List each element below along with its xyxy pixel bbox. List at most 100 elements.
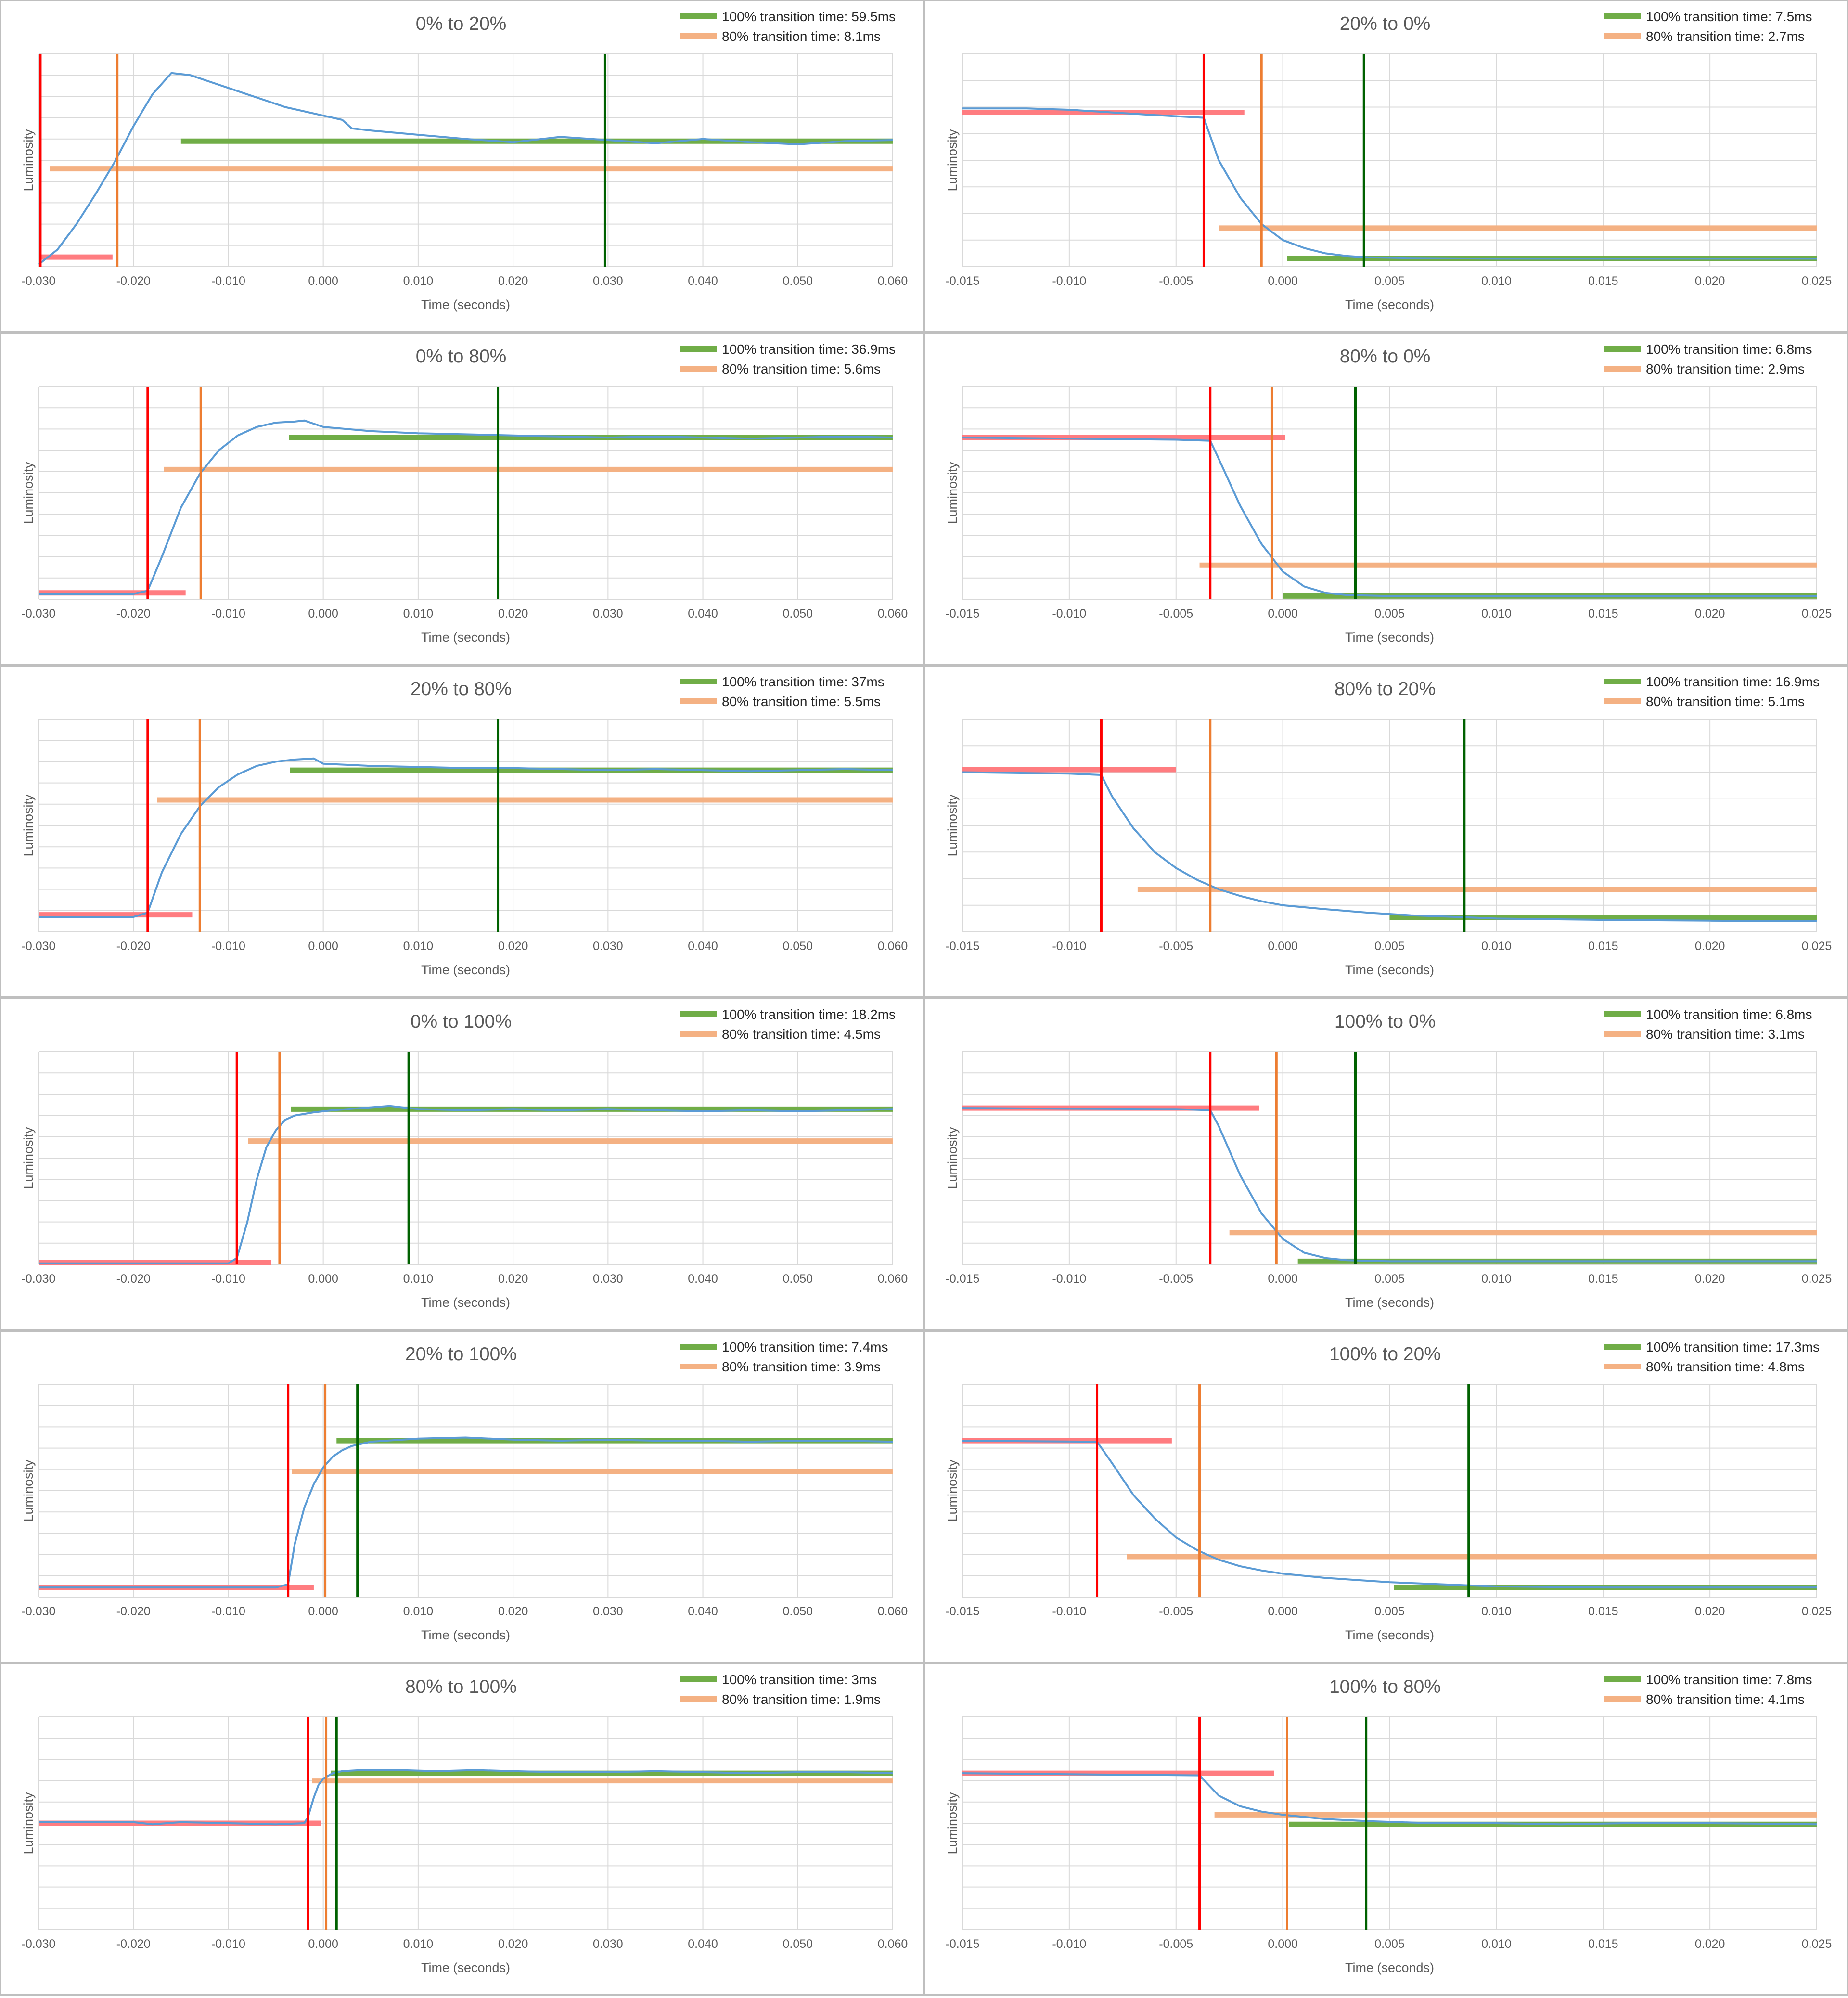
x-tick-label: -0.010 <box>1052 274 1086 288</box>
chart-svg: -0.015 -0.010 -0.005 0.000 0.005 0.010 0.015 0.… <box>924 998 1848 1330</box>
y-axis-label: Luminosity <box>21 1127 36 1189</box>
x-tick-label: 0.020 <box>1695 607 1725 620</box>
chart-panel: -0.030 -0.020 -0.010 0.000 0.010 0.020 0.030 0.… <box>0 0 924 333</box>
x-tick-label: 0.020 <box>498 1605 528 1618</box>
legend-label-100: 100% transition time: 7.4ms <box>722 1340 888 1354</box>
legend-label-80: 80% transition time: 8.1ms <box>722 29 881 44</box>
x-tick-label: -0.020 <box>116 1937 151 1951</box>
x-tick-label: 0.015 <box>1588 274 1618 288</box>
x-tick-label: -0.015 <box>946 1272 980 1286</box>
chart-panel: -0.030 -0.020 -0.010 0.000 0.010 0.020 0.030 0.… <box>0 1663 924 1996</box>
x-tick-label: -0.005 <box>1159 274 1193 288</box>
x-tick-label: 0.005 <box>1374 607 1405 620</box>
chart-panel: -0.030 -0.020 -0.010 0.000 0.010 0.020 0.030 0.… <box>0 998 924 1330</box>
x-tick-label: 0.010 <box>1481 1272 1512 1286</box>
panel-border <box>0 1663 924 1996</box>
x-axis-label: Time (seconds) <box>1345 1295 1434 1310</box>
x-tick-label: 0.040 <box>688 274 718 288</box>
y-axis-label: Luminosity <box>945 1792 960 1855</box>
x-tick-label: -0.015 <box>946 607 980 620</box>
x-tick-label: 0.000 <box>308 1605 338 1618</box>
x-tick-label: 0.030 <box>593 607 623 620</box>
chart-panel: -0.015 -0.010 -0.005 0.000 0.005 0.010 0.015 0.… <box>924 333 1848 665</box>
x-tick-label: 0.010 <box>403 1937 434 1951</box>
x-tick-label: -0.030 <box>22 274 56 288</box>
chart-svg: -0.015 -0.010 -0.005 0.000 0.005 0.010 0.015 0.… <box>924 665 1848 998</box>
x-tick-label: -0.005 <box>1159 1937 1193 1951</box>
x-tick-label: -0.010 <box>1052 1272 1086 1286</box>
x-tick-label: -0.030 <box>22 940 56 953</box>
x-tick-label: 0.025 <box>1802 1605 1832 1618</box>
luminosity-series-line <box>962 437 1817 597</box>
x-tick-label: 0.015 <box>1588 607 1618 620</box>
x-tick-label: -0.010 <box>211 607 245 620</box>
legend-label-100: 100% transition time: 3ms <box>722 1672 877 1687</box>
x-tick-label: 0.015 <box>1588 1272 1618 1286</box>
x-tick-label: -0.010 <box>211 1272 245 1286</box>
legend-label-80: 80% transition time: 3.9ms <box>722 1359 881 1374</box>
luminosity-series-line <box>38 72 893 266</box>
x-axis-label: Time (seconds) <box>421 630 510 645</box>
x-tick-label: -0.010 <box>211 1605 245 1618</box>
panel-border <box>924 1663 1848 1996</box>
x-tick-label: 0.010 <box>1481 1937 1512 1951</box>
legend-label-100: 100% transition time: 7.8ms <box>1646 1672 1812 1687</box>
chart-title: 0% to 80% <box>416 346 507 367</box>
chart-panel: -0.015 -0.010 -0.005 0.000 0.005 0.010 0.015 0.… <box>924 1663 1848 1996</box>
x-axis-label: Time (seconds) <box>1345 297 1434 312</box>
y-axis-label: Luminosity <box>21 1792 36 1855</box>
chart-title: 100% to 20% <box>1329 1344 1441 1365</box>
panel-border <box>0 333 924 665</box>
x-tick-label: 0.000 <box>1268 1272 1298 1286</box>
chart-svg: -0.030 -0.020 -0.010 0.000 0.010 0.020 0.030 0.… <box>0 333 924 665</box>
x-tick-label: -0.005 <box>1159 940 1193 953</box>
legend-label-100: 100% transition time: 36.9ms <box>722 342 896 357</box>
luminosity-series-line <box>38 1436 893 1589</box>
x-tick-label: 0.000 <box>1268 1605 1298 1618</box>
y-axis-label: Luminosity <box>21 129 36 192</box>
luminosity-series-line <box>962 1772 1817 1826</box>
x-tick-label: 0.060 <box>878 1605 908 1618</box>
x-tick-label: 0.020 <box>498 607 528 620</box>
x-tick-label: 0.010 <box>403 940 434 953</box>
x-tick-label: 0.020 <box>498 1272 528 1286</box>
legend-label-80: 80% transition time: 1.9ms <box>722 1692 881 1707</box>
x-tick-label: 0.000 <box>308 1937 338 1951</box>
panel-border <box>924 333 1848 665</box>
x-tick-label: 0.060 <box>878 274 908 288</box>
x-tick-label: -0.010 <box>211 274 245 288</box>
y-axis-label: Luminosity <box>21 462 36 524</box>
legend-label-80: 80% transition time: 4.5ms <box>722 1027 881 1042</box>
panel-border <box>924 0 1848 333</box>
x-tick-label: 0.000 <box>308 274 338 288</box>
x-tick-label: 0.000 <box>1268 274 1298 288</box>
x-axis-label: Time (seconds) <box>421 1628 510 1642</box>
x-tick-label: 0.010 <box>1481 1605 1512 1618</box>
chart-panel: -0.030 -0.020 -0.010 0.000 0.010 0.020 0.030 0.… <box>0 333 924 665</box>
x-tick-label: 0.025 <box>1802 940 1832 953</box>
x-tick-label: 0.040 <box>688 940 718 953</box>
x-tick-label: 0.005 <box>1374 940 1405 953</box>
x-tick-label: -0.005 <box>1159 1272 1193 1286</box>
x-tick-label: 0.010 <box>403 274 434 288</box>
y-axis-label: Luminosity <box>945 129 960 192</box>
x-tick-label: 0.025 <box>1802 1937 1832 1951</box>
legend-label-80: 80% transition time: 4.8ms <box>1646 1359 1805 1374</box>
luminosity-series-line <box>962 771 1817 922</box>
chart-panel: -0.015 -0.010 -0.005 0.000 0.005 0.010 0.015 0.… <box>924 998 1848 1330</box>
chart-title: 80% to 20% <box>1335 679 1436 699</box>
x-tick-label: -0.030 <box>22 1937 56 1951</box>
chart-title: 100% to 80% <box>1329 1676 1441 1697</box>
x-tick-label: -0.010 <box>1052 607 1086 620</box>
panel-border <box>924 998 1848 1330</box>
x-tick-label: 0.060 <box>878 607 908 620</box>
x-tick-label: 0.020 <box>498 274 528 288</box>
chart-title: 0% to 20% <box>416 13 507 34</box>
luminosity-series-line <box>38 1769 893 1826</box>
x-tick-label: 0.020 <box>1695 1937 1725 1951</box>
chart-panel: -0.015 -0.010 -0.005 0.000 0.005 0.010 0.015 0.… <box>924 0 1848 333</box>
x-tick-label: 0.030 <box>593 1937 623 1951</box>
x-tick-label: -0.030 <box>22 1272 56 1286</box>
x-tick-label: 0.015 <box>1588 940 1618 953</box>
x-axis-label: Time (seconds) <box>1345 963 1434 977</box>
